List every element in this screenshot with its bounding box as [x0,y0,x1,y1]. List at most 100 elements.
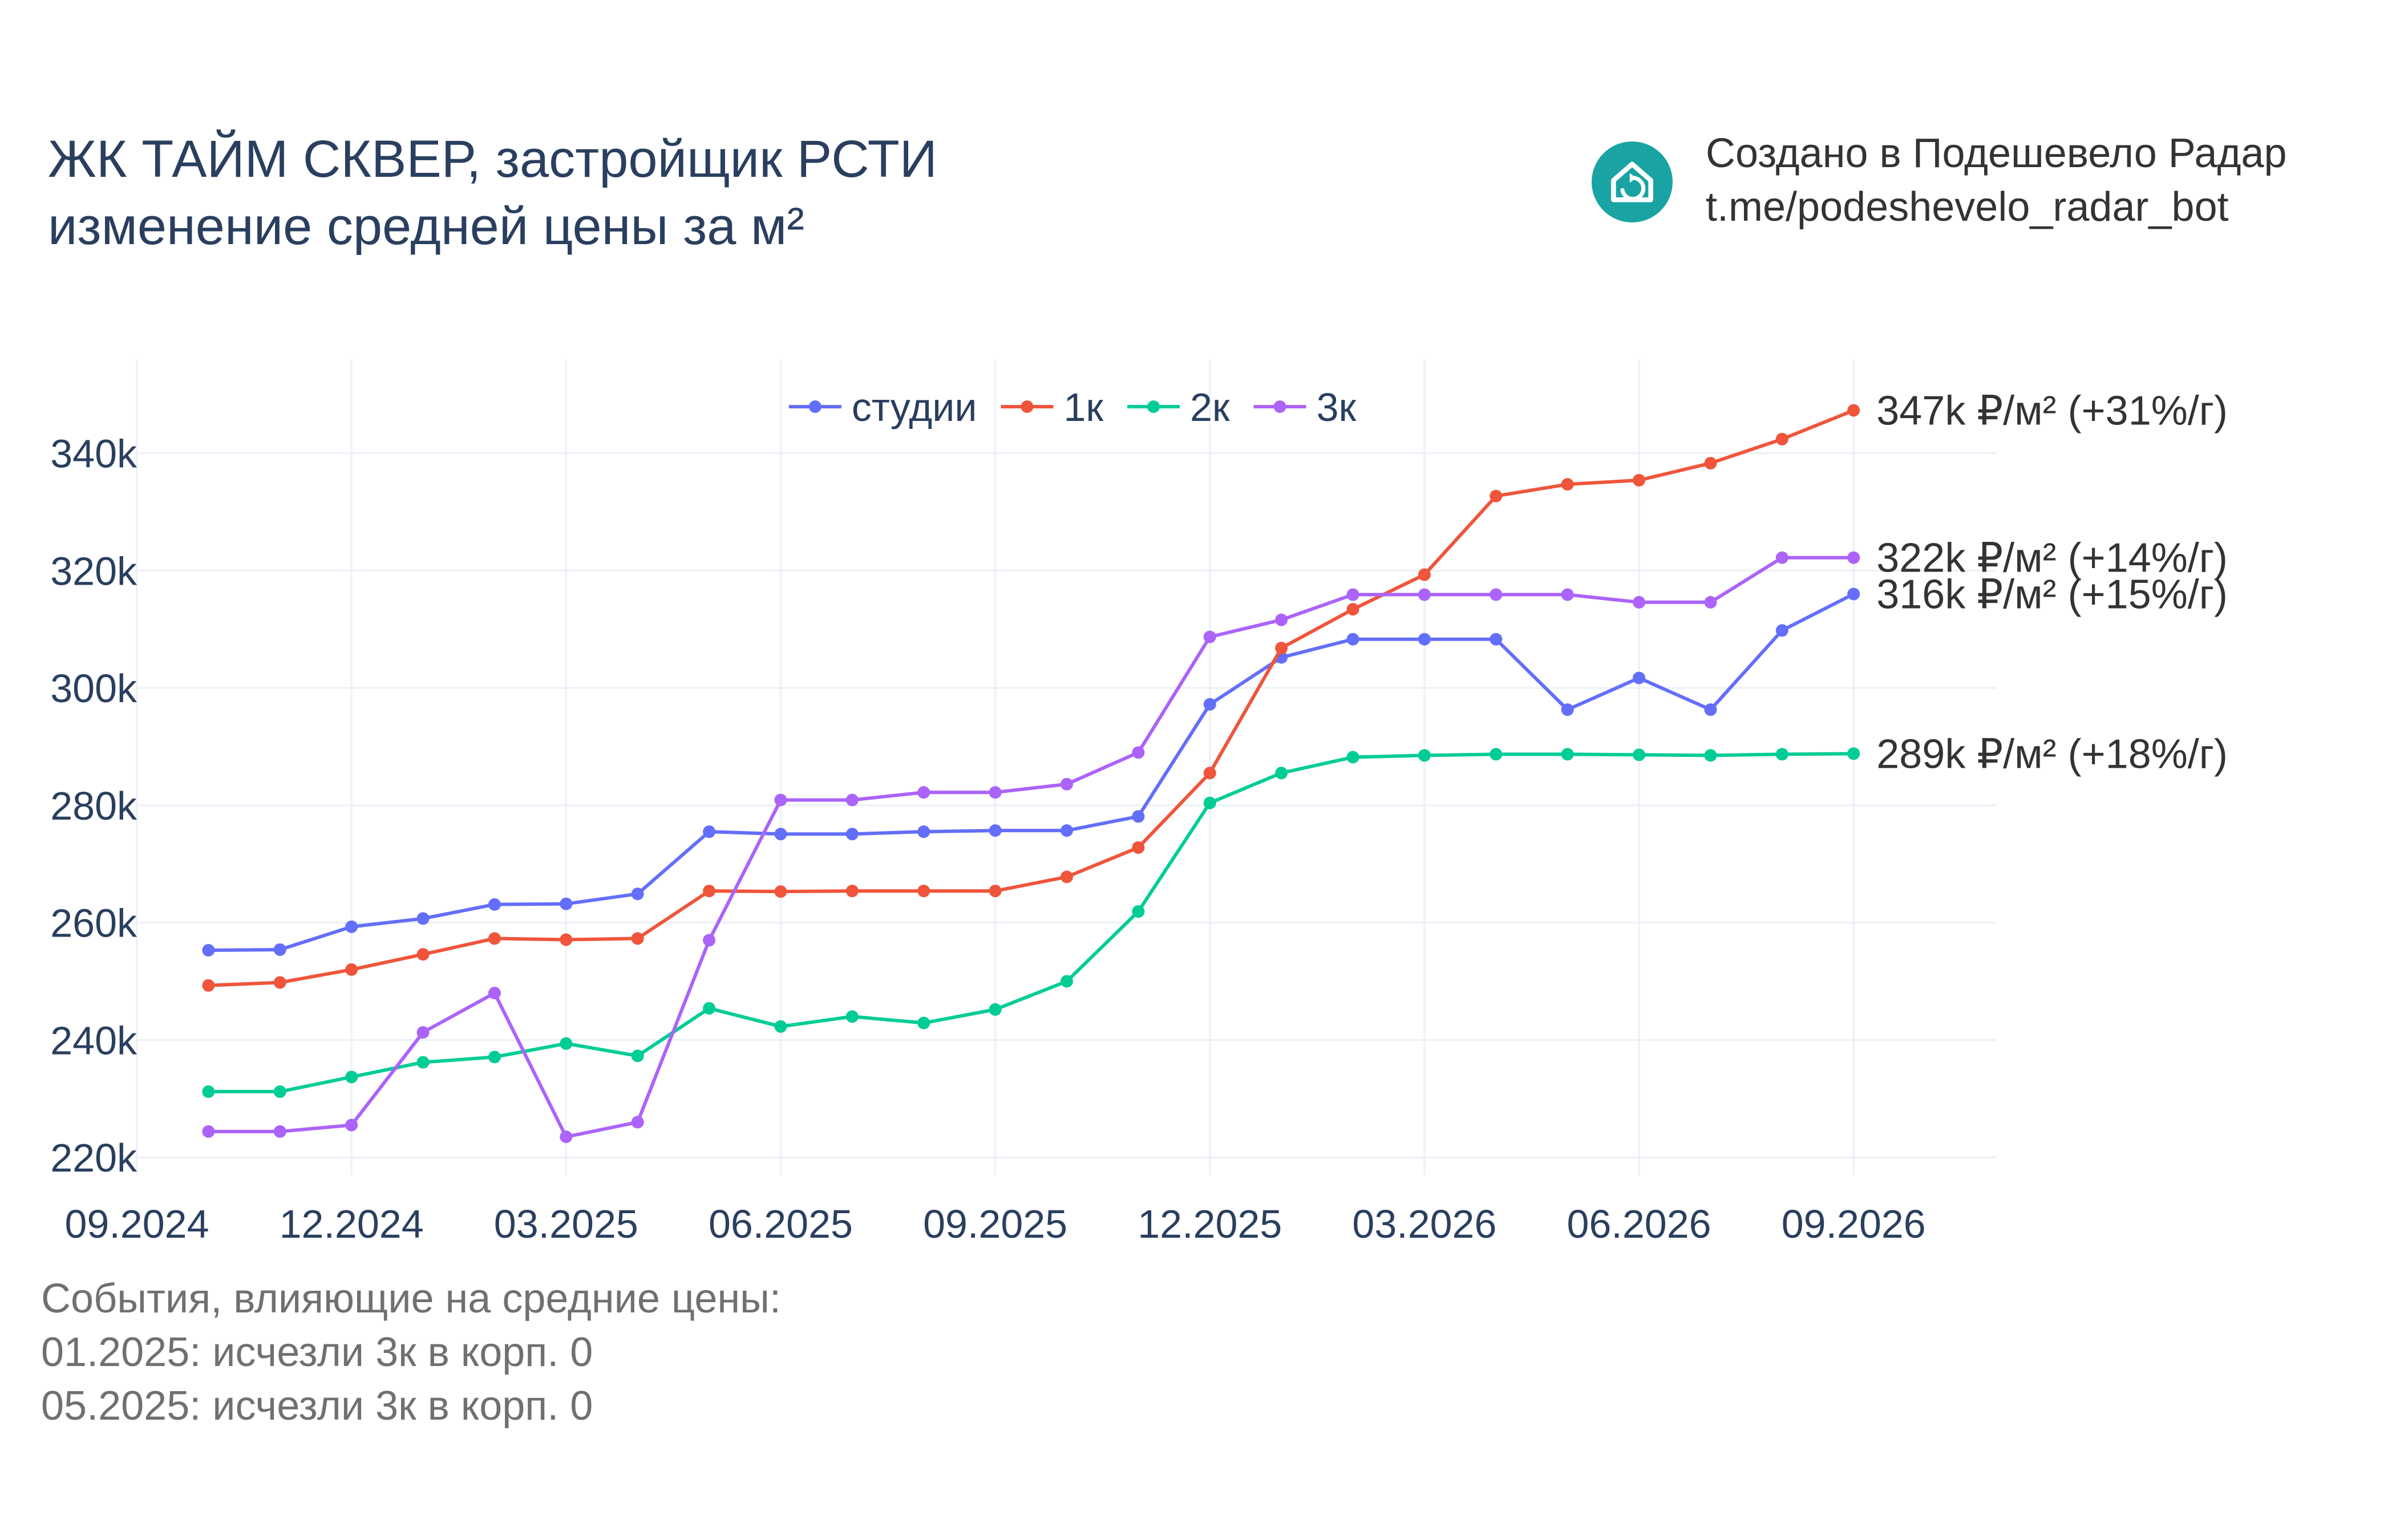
data-point [1061,975,1073,988]
y-tick-label: 220k [50,1136,137,1180]
house-icon-arrow [1620,176,1646,201]
data-point [703,934,716,947]
data-point [488,898,501,911]
data-point [1847,587,1860,601]
x-tick-label: 09.2024 [64,1202,209,1246]
data-point [917,885,930,898]
data-point [416,912,430,925]
y-tick-label: 280k [50,784,137,828]
data-point [1704,703,1717,716]
data-point [1775,432,1788,445]
data-point [1633,595,1646,609]
data-point [1633,473,1646,487]
data-point [1633,748,1646,761]
data-point [1418,633,1431,646]
event-item: 01.2025: исчезли 3к в корп. 0 [41,1330,593,1375]
legend-label: студии [852,385,977,429]
data-point [273,1085,286,1098]
data-point [1561,748,1574,761]
series-line [208,752,1854,1093]
data-point [1847,404,1860,417]
events-heading: События, влияющие на средние цены: [41,1276,781,1322]
data-point [845,1010,859,1023]
data-point [703,825,716,838]
data-point [273,943,286,956]
legend-marker [808,400,821,413]
data-point [631,1116,644,1129]
data-point [202,1085,215,1098]
data-point [488,932,501,945]
events-block: События, влияющие на средние цены: 01.20… [41,1272,781,1433]
x-tick-label: 09.2025 [923,1202,1067,1246]
x-tick-label: 06.2025 [709,1202,853,1246]
data-point [917,1016,930,1030]
data-point [631,887,644,901]
brand-link[interactable]: t.me/podeshevelo_radar_bot [1706,184,2229,230]
data-point [631,1049,644,1063]
house-icon-arrowhead [1629,173,1637,183]
data-point [416,1056,430,1069]
chart-title: ЖК ТАЙМ СКВЕР, застройщик РСТИ изменение… [48,125,937,260]
series-end-label: 316k ₽/м² (+15%/г) [1876,572,2228,618]
data-point [202,979,215,992]
data-point [1346,603,1359,616]
data-point [1275,767,1288,780]
data-point [774,828,787,841]
data-point [1346,751,1359,764]
x-tick-label: 09.2026 [1782,1202,1926,1246]
data-point [1203,767,1216,780]
series-line [208,592,1855,952]
data-point [1561,703,1574,716]
data-point [1203,630,1216,643]
data-point [202,943,215,957]
legend-label: 2к [1190,385,1230,429]
brand-credit: Создано в Подешевело Радар t.me/podeshev… [1706,127,2287,234]
data-point [1704,457,1717,470]
data-point [774,885,787,898]
house-icon-circle [1592,141,1673,222]
data-point [1775,551,1788,564]
data-point [1346,633,1359,646]
event-item: 05.2025: исчезли 3к в корп. 0 [41,1383,593,1429]
data-point [1418,568,1431,581]
series-end-label: 289k ₽/м² (+18%/г) [1876,731,2228,777]
data-point [1490,588,1503,601]
data-point [703,885,716,898]
data-point [1490,748,1503,761]
x-tick-label: 12.2024 [280,1202,424,1246]
legend-marker [1147,400,1160,413]
data-point [917,825,930,838]
data-point [1132,905,1145,918]
legend-marker [1021,400,1034,413]
x-tick-label: 06.2026 [1567,1202,1711,1246]
x-tick-label: 03.2026 [1352,1202,1496,1246]
data-point [845,793,859,807]
data-point [560,933,573,946]
legend-label: 3к [1317,385,1357,429]
y-tick-label: 320k [50,549,137,593]
x-tick-label: 03.2025 [494,1202,638,1246]
series-end-label: 347k ₽/м² (+31%/г) [1876,388,2228,434]
data-point [1275,642,1288,655]
brand-name: Создано в Подешевело Радар [1706,131,2287,176]
data-point [560,1130,573,1144]
data-point [1132,810,1145,823]
data-point [560,1037,573,1050]
series-line [208,556,1854,1139]
data-point [989,1003,1002,1016]
data-point [273,1125,286,1138]
data-point [345,920,358,933]
data-point [774,1020,787,1033]
y-tick-label: 260k [50,901,137,946]
data-point [1561,588,1574,601]
data-point [273,976,286,989]
data-point [989,786,1002,799]
data-point [631,932,644,945]
data-point [774,793,787,807]
data-point [1775,748,1788,761]
y-tick-label: 240k [50,1018,137,1063]
data-point [1132,841,1145,854]
data-point [1061,870,1073,884]
data-point [1490,489,1503,502]
